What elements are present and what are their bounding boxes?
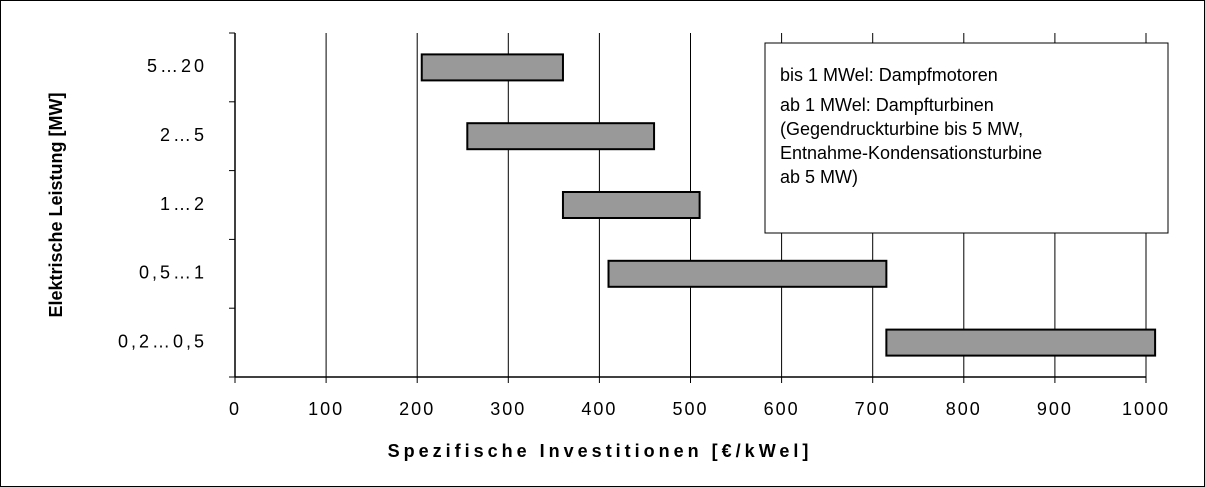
x-tick-label: 700	[855, 399, 891, 419]
bar	[607, 259, 888, 288]
y-tick-label: 1…2	[160, 194, 207, 214]
x-tick-label: 300	[490, 399, 526, 419]
bar	[466, 122, 656, 151]
y-axis-label: Elektrische Leistung [MW]	[46, 92, 66, 317]
y-tick-label: 0,2…0,5	[118, 331, 207, 351]
x-tick-label: 0	[229, 399, 241, 419]
x-tick-label: 1000	[1122, 399, 1170, 419]
x-tick-label: 900	[1037, 399, 1073, 419]
annotation-line: Entnahme-Kondensationsturbine	[780, 143, 1042, 163]
annotation-line: ab 5 MW)	[780, 167, 858, 187]
x-tick-label: 400	[581, 399, 617, 419]
annotation-box	[764, 42, 1169, 234]
x-tick-label: 200	[399, 399, 435, 419]
bar	[561, 191, 701, 219]
bar	[420, 53, 564, 82]
y-tick-label: 2…5	[160, 125, 207, 145]
annotation-line: (Gegendruckturbine bis 5 MW,	[780, 119, 1023, 139]
annotation-line: bis 1 MWel: Dampfmotoren	[780, 65, 998, 85]
y-tick-label: 5…20	[147, 56, 207, 76]
x-tick-label: 800	[946, 399, 982, 419]
y-tick-label: 0,5…1	[139, 263, 207, 283]
x-tick-label: 100	[308, 399, 344, 419]
annotation-line: ab 1 MWel: Dampfturbinen	[780, 95, 994, 115]
x-tick-label: 600	[764, 399, 800, 419]
x-tick-label: 500	[672, 399, 708, 419]
bar	[885, 328, 1157, 357]
x-axis-label: Spezifische Investitionen [€/kWel]	[388, 441, 813, 461]
